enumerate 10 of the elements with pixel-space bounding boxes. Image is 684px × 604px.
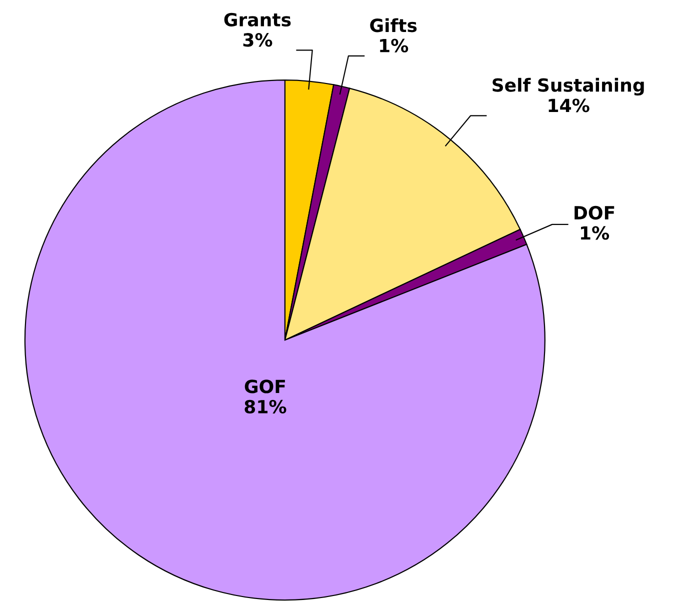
data-label: 1% bbox=[581, 226, 610, 240]
slice-label: DOF bbox=[574, 206, 614, 220]
data-label: 81% bbox=[244, 400, 286, 414]
data-label: 3% bbox=[243, 33, 272, 47]
slice-label: Grants bbox=[224, 12, 291, 26]
slice-label: GOF bbox=[244, 380, 285, 394]
data-label: 14% bbox=[548, 98, 590, 112]
data-label: 1% bbox=[380, 38, 408, 52]
slice-label: Gifts bbox=[370, 18, 417, 32]
slice-label: Self Sustaining bbox=[492, 78, 644, 96]
